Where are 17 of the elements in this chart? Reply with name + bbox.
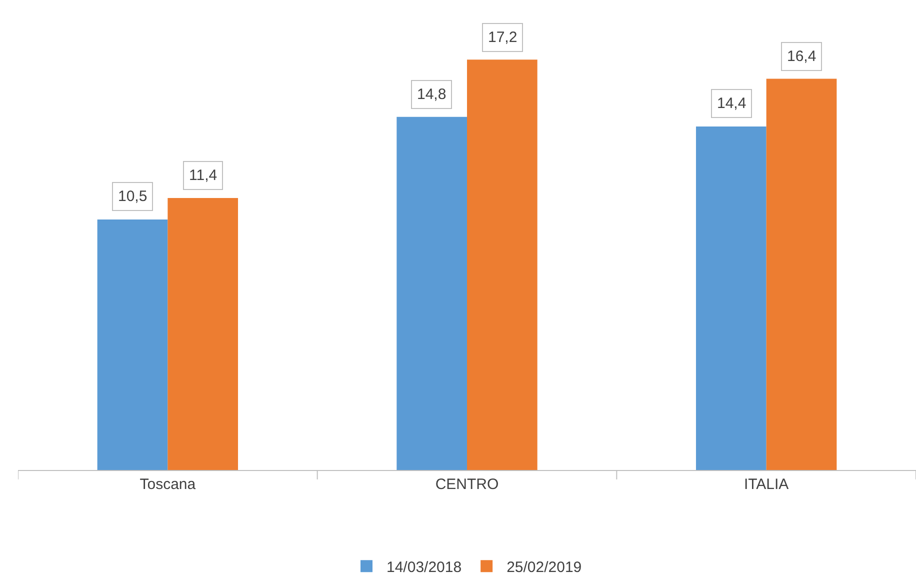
bar bbox=[467, 60, 538, 470]
data-label: 10,5 bbox=[118, 188, 148, 205]
data-label: 14,8 bbox=[417, 86, 446, 103]
bar bbox=[766, 78, 837, 470]
x-tick-label: CENTRO bbox=[435, 476, 499, 493]
x-tick-label: Toscana bbox=[140, 476, 196, 493]
bar bbox=[396, 116, 467, 470]
data-label: 14,4 bbox=[717, 95, 746, 112]
legend-label: 14/03/2018 bbox=[386, 559, 462, 576]
x-tick-label: ITALIA bbox=[744, 476, 789, 493]
bar bbox=[696, 126, 766, 470]
data-label: 16,4 bbox=[787, 48, 816, 65]
bar bbox=[168, 198, 238, 470]
bar bbox=[97, 219, 168, 470]
data-label: 11,4 bbox=[189, 167, 218, 184]
legend-label: 25/02/2019 bbox=[506, 559, 582, 576]
data-label: 17,2 bbox=[488, 29, 518, 46]
